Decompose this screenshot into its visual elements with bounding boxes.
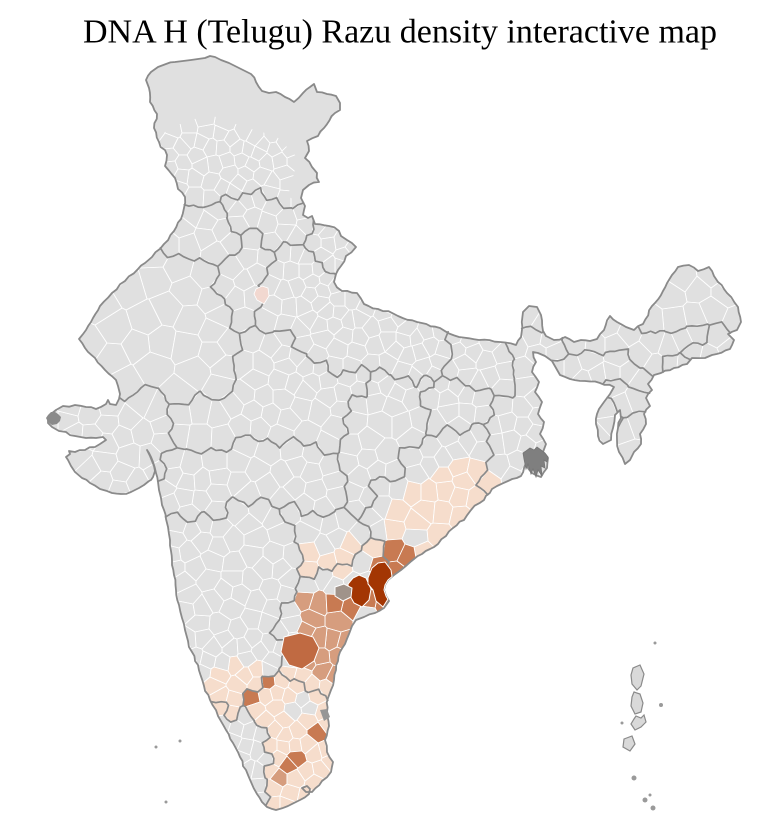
svg-text:DNA H (Telugu) Razu density in: DNA H (Telugu) Razu density interactive … [83,14,717,51]
